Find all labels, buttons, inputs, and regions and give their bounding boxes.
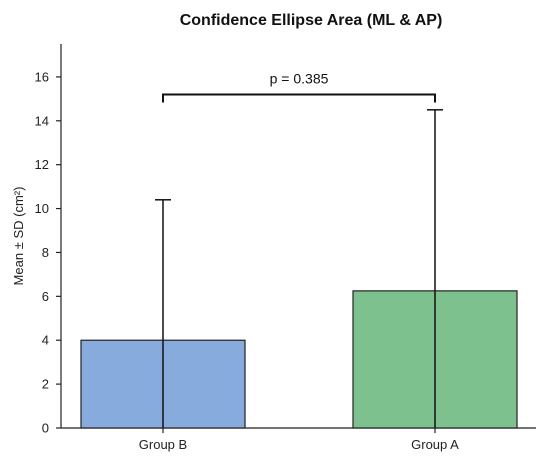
y-tick-label: 12 (35, 157, 49, 172)
y-tick-label: 6 (42, 289, 49, 304)
y-axis-title: Mean ± SD (cm²) (11, 187, 26, 286)
y-tick-label: 16 (35, 69, 49, 84)
error-bars (155, 109, 443, 428)
y-tick-label: 4 (42, 333, 49, 348)
y-ticks: 0 2 4 6 8 10 12 14 16 (35, 69, 61, 436)
y-tick-label: 0 (42, 421, 49, 436)
significance-bracket-line (162, 93, 436, 103)
p-value-label: p = 0.385 (270, 70, 329, 86)
bars (80, 290, 518, 429)
x-category-label: Group A (411, 437, 459, 452)
significance-bracket: p = 0.385 (162, 70, 436, 103)
y-tick-label: 8 (42, 245, 49, 260)
x-category-labels: Group B Group A (139, 428, 459, 452)
y-tick-label: 2 (42, 377, 49, 392)
chart-title: Confidence Ellipse Area (ML & AP) (180, 12, 443, 29)
y-tick-label: 14 (35, 113, 49, 128)
x-category-label: Group B (139, 437, 187, 452)
y-tick-label: 10 (35, 201, 49, 216)
